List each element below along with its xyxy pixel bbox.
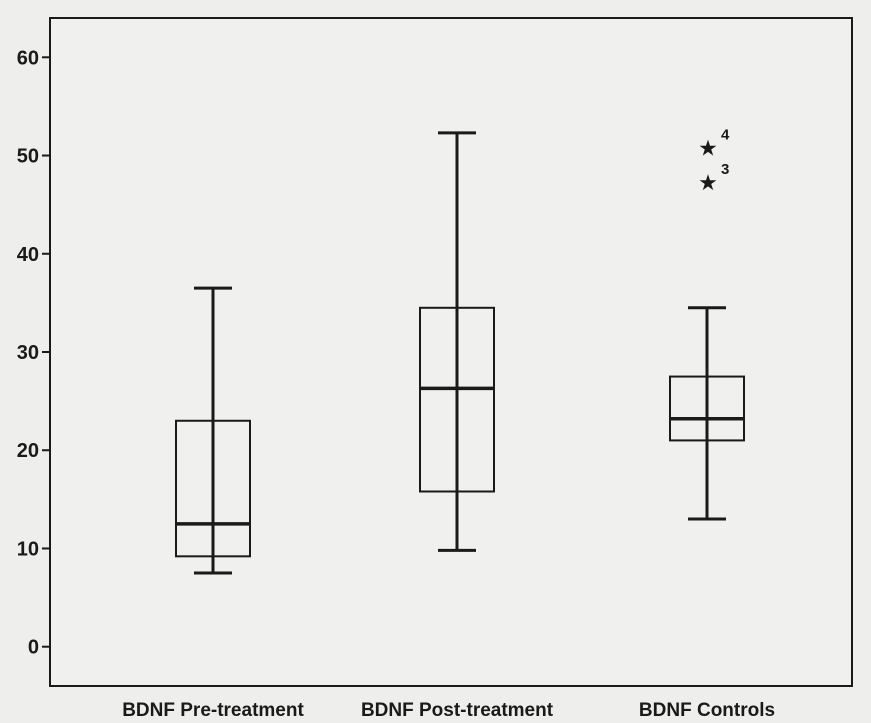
y-tick-label: 20 — [17, 440, 39, 462]
box-3: ★4★3 — [669, 127, 745, 521]
x-axis-labels: BDNF Pre-treatment BDNF Post-treatment BDN… — [122, 700, 775, 721]
y-tick-label: 0 — [28, 637, 39, 659]
y-tick-label: 60 — [17, 47, 39, 69]
y-tick-label: 10 — [17, 538, 39, 560]
y-tick-label: 40 — [17, 244, 39, 266]
box-2 — [419, 131, 495, 552]
x-category-label: BDNF Post-treatment — [361, 700, 554, 721]
outlier-label: 4 — [721, 127, 730, 144]
outlier-label: 3 — [721, 161, 729, 178]
iqr-box — [669, 375, 745, 442]
outlier-star-icon: ★ — [698, 137, 718, 162]
plot-area — [49, 17, 853, 687]
y-axis: 0 10 20 30 40 50 60 — [17, 47, 50, 659]
iqr-box — [175, 419, 251, 558]
box-group: ★4★3 — [175, 127, 745, 575]
iqr-box — [419, 306, 495, 493]
x-category-label: BDNF Pre-treatment — [122, 700, 304, 721]
y-tick-label: 50 — [17, 146, 39, 168]
box-1 — [175, 286, 251, 575]
outlier-star-icon: ★ — [698, 171, 718, 196]
x-category-label: BDNF Controls — [639, 700, 775, 721]
y-tick-label: 30 — [17, 342, 39, 364]
